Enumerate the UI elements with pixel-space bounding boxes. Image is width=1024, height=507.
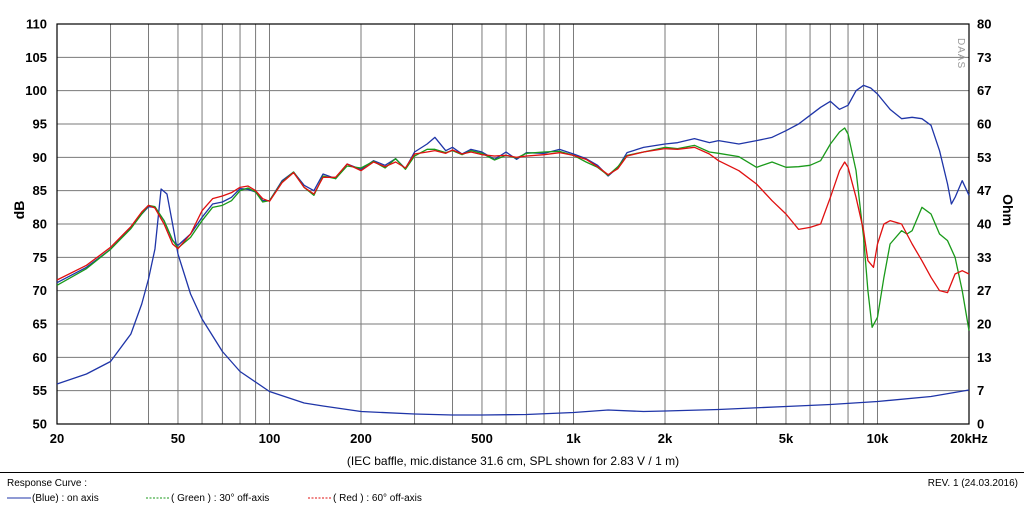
impedance-curve-1 xyxy=(56,188,970,416)
y-tick-label-left: 60 xyxy=(33,350,47,365)
y-tick-label-left: 55 xyxy=(33,383,47,398)
y-tick-label-right: 53 xyxy=(977,150,991,165)
y-tick-label-left: 50 xyxy=(33,417,47,432)
y-tick-label-left: 100 xyxy=(25,83,47,98)
y-tick-label-left: 80 xyxy=(33,217,47,232)
spl-curve-2 xyxy=(56,127,970,331)
legend: (Blue) : on axis ( Green ) : 30° off-axis… xyxy=(7,493,422,504)
y-tick-label-left: 70 xyxy=(33,283,47,298)
x-tick-label: 500 xyxy=(471,431,493,446)
y-tick-label-left: 85 xyxy=(33,183,47,198)
x-tick-label: 2k xyxy=(658,431,673,446)
y-tick-label-right: 13 xyxy=(977,350,991,365)
tick-labels: 20 50 100 200 500 1k 2k 5k 10k 20kHz5055606570758… xyxy=(25,17,991,447)
x-tick-label: 20kHz xyxy=(950,431,988,446)
curves xyxy=(56,84,970,416)
y-tick-label-right: 67 xyxy=(977,83,991,98)
spl-curve-3 xyxy=(56,146,970,294)
y-tick-label-right: 80 xyxy=(977,17,991,32)
y-tick-label-left: 90 xyxy=(33,150,47,165)
y-tick-label-right: 73 xyxy=(977,50,991,65)
x-tick-label: 100 xyxy=(259,431,281,446)
spl-curve-0 xyxy=(56,84,970,284)
y-tick-label-right: 0 xyxy=(977,417,984,432)
y-tick-label-left: 65 xyxy=(33,317,47,332)
x-tick-label: 50 xyxy=(171,431,185,446)
y-tick-label-right: 40 xyxy=(977,217,991,232)
watermark: DAAS xyxy=(955,38,966,69)
x-tick-label: 10k xyxy=(867,431,889,446)
revision-label: REV. 1 (24.03.2016) xyxy=(928,478,1018,489)
y-axis-label-right: Ohm xyxy=(1000,194,1016,226)
plot-frame xyxy=(56,23,970,425)
x-tick-label: 20 xyxy=(50,431,64,446)
legend-entry: ( Green ) : 30° off-axis xyxy=(171,493,269,504)
y-tick-label-right: 60 xyxy=(977,117,991,132)
chart-caption: (IEC baffle, mic.distance 31.6 cm, SPL s… xyxy=(347,454,679,468)
y-tick-label-left: 75 xyxy=(33,250,47,265)
y-axis-label-left: dB xyxy=(11,201,27,220)
legend-entry: ( Red ) : 60° off-axis xyxy=(333,493,422,504)
y-tick-label-right: 20 xyxy=(977,317,991,332)
y-tick-label-left: 105 xyxy=(25,50,47,65)
y-tick-label-right: 7 xyxy=(977,383,984,398)
y-tick-label-left: 110 xyxy=(26,17,47,32)
x-tick-label: 5k xyxy=(779,431,794,446)
grid xyxy=(57,24,969,424)
legend-entry: (Blue) : on axis xyxy=(32,493,99,504)
x-tick-label: 200 xyxy=(350,431,372,446)
legend-title: Response Curve : xyxy=(7,478,87,489)
y-tick-label-left: 95 xyxy=(33,117,47,132)
y-tick-label-right: 33 xyxy=(977,250,991,265)
y-tick-label-right: 47 xyxy=(977,183,991,198)
y-tick-label-right: 27 xyxy=(977,283,991,298)
x-tick-label: 1k xyxy=(566,431,581,446)
